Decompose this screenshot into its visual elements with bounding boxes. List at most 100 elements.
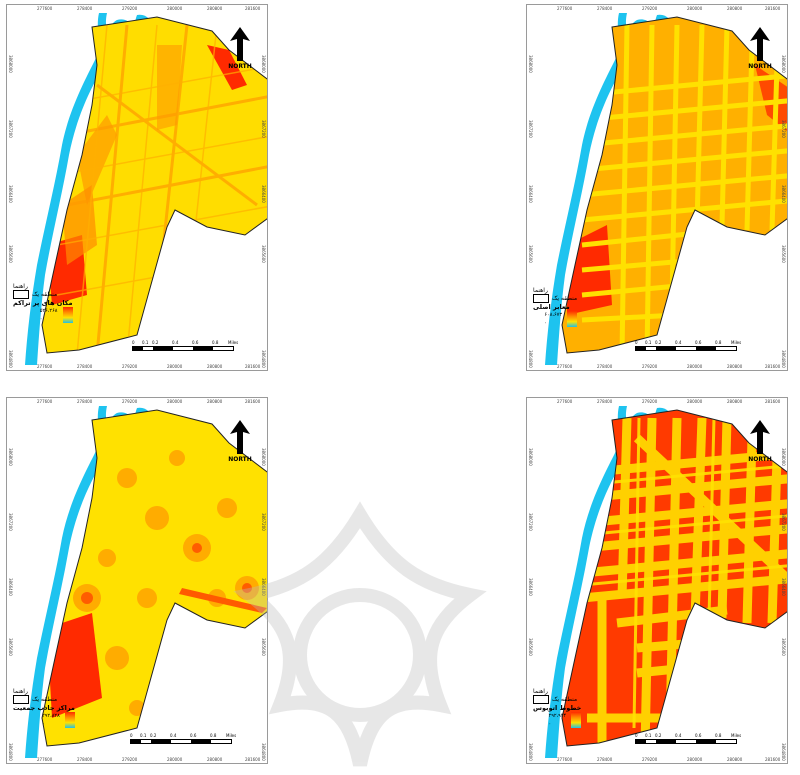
legend-region-label: منطقه یک <box>552 696 578 703</box>
tick-label: 277600 <box>557 364 573 369</box>
scale-label: 0.8 <box>715 340 722 345</box>
scale-label: Miles <box>731 733 742 738</box>
tick-label: 280000 <box>167 757 183 762</box>
value-low: ۰ <box>544 320 548 326</box>
tick-label: 3868000 <box>528 55 533 73</box>
map-panel-dense-places: 277600 278400 279200 280000 280800 28160… <box>6 4 268 371</box>
tick-label: 278400 <box>597 6 613 11</box>
region-swatch <box>13 695 29 704</box>
region-swatch <box>13 290 29 299</box>
scale-label: 0.4 <box>172 340 179 345</box>
scale-label: 0.2 <box>655 733 662 738</box>
tick-label: 3865600 <box>781 245 786 263</box>
scale-bar: 0 0.1 0.2 0.4 0.6 0.8 Miles <box>635 340 745 356</box>
tick-label: 279200 <box>642 399 658 404</box>
scale-label: 0.1 <box>645 340 652 345</box>
scale-label: 0 <box>132 340 135 345</box>
map-panel-attraction-centers: 277600 278400 279200 280000 280800 28160… <box>6 397 268 764</box>
value-low: ۰ <box>39 316 43 322</box>
tick-label: 280800 <box>727 399 743 404</box>
tick-label: 3865600 <box>528 245 533 263</box>
scale-bar: 0 0.1 0.2 0.4 0.6 0.8 Miles <box>132 340 242 356</box>
legend-header: راهنما <box>533 287 548 294</box>
tick-label: 3865600 <box>781 638 786 656</box>
tick-label: 3867200 <box>528 513 533 531</box>
north-arrow: NORTH <box>745 420 775 463</box>
color-ramp <box>62 307 73 323</box>
tick-label: 3866400 <box>781 185 786 203</box>
value-high: ۶۰۸،۶۷۳ <box>544 312 563 318</box>
tick-label: 281600 <box>765 364 781 369</box>
tick-label: 279200 <box>642 6 658 11</box>
scale-label: 0.6 <box>695 340 702 345</box>
tick-label: 281600 <box>245 6 261 11</box>
scale-bar: 0 0.1 0.2 0.4 0.6 0.8 Miles <box>130 733 240 749</box>
legend-header: راهنما <box>13 283 28 290</box>
scale-label: 0.8 <box>210 733 217 738</box>
tick-label: 3866400 <box>781 578 786 596</box>
tick-label: 3867200 <box>261 120 266 138</box>
legend: راهنما منطقه یک مکان های پر تراکم ۵۲۶،۲۶… <box>13 283 73 326</box>
map-canvas <box>545 406 787 758</box>
tick-label: 3868000 <box>261 448 266 466</box>
legend-region-label: منطقه یک <box>32 696 58 703</box>
tick-label: 277600 <box>557 6 573 11</box>
tick-label: 3864800 <box>8 743 13 761</box>
tick-label: 280800 <box>727 757 743 762</box>
north-arrow-icon <box>750 27 770 61</box>
tick-label: 278400 <box>77 399 93 404</box>
tick-label: 278400 <box>77 6 93 11</box>
north-label: NORTH <box>228 456 252 463</box>
tick-label: 280000 <box>167 6 183 11</box>
tick-label: 3866400 <box>261 185 266 203</box>
tick-label: 3866400 <box>8 185 13 203</box>
tick-label: 277600 <box>37 6 53 11</box>
tick-label: 3868000 <box>781 448 786 466</box>
tick-label: 279200 <box>122 399 138 404</box>
tick-label: 281600 <box>765 399 781 404</box>
tick-label: 3867200 <box>781 120 786 138</box>
tick-label: 280000 <box>167 364 183 369</box>
tick-label: 278400 <box>77 757 93 762</box>
tick-label: 280800 <box>207 757 223 762</box>
scale-label: 0.4 <box>675 733 682 738</box>
tick-label: 3866400 <box>528 578 533 596</box>
scale-label: 0.2 <box>152 340 159 345</box>
tick-label: 280800 <box>727 6 743 11</box>
scale-label: 0.2 <box>150 733 157 738</box>
scale-label: 0.6 <box>192 340 199 345</box>
tick-label: 3868000 <box>8 448 13 466</box>
map-panel-main-roads: 277600 278400 279200 280000 280800 28160… <box>526 4 788 371</box>
value-high: ۲۹۲،۸۲۸ <box>42 713 60 719</box>
tick-label: 3864800 <box>8 350 13 368</box>
tick-label: 278400 <box>597 364 613 369</box>
value-high: ۲۹۲،۹۴۴ <box>548 713 567 719</box>
north-arrow-icon <box>750 420 770 454</box>
tick-label: 279200 <box>642 757 658 762</box>
tick-label: 3865600 <box>528 638 533 656</box>
tick-label: 280800 <box>207 364 223 369</box>
tick-label: 280800 <box>207 6 223 11</box>
legend-region-label: منطقه یک <box>32 291 58 298</box>
north-arrow-icon <box>230 27 250 61</box>
tick-label: 279200 <box>122 757 138 762</box>
layer-name: خطوط اتوبوس <box>533 704 582 712</box>
tick-label: 3867200 <box>8 513 13 531</box>
scale-label: 0.2 <box>655 340 662 345</box>
tick-label: 278400 <box>77 364 93 369</box>
color-ramp <box>64 712 75 728</box>
tick-label: 3867200 <box>261 513 266 531</box>
tick-label: 3866400 <box>528 185 533 203</box>
scale-label: 0.6 <box>190 733 197 738</box>
tick-label: 3868000 <box>8 55 13 73</box>
tick-label: 277600 <box>557 757 573 762</box>
color-ramp <box>571 712 582 728</box>
tick-label: 277600 <box>37 364 53 369</box>
layer-name: معابر اصلی <box>533 303 570 311</box>
scale-label: 0.8 <box>212 340 219 345</box>
tick-label: 3864800 <box>781 743 786 761</box>
tick-label: 3865600 <box>8 245 13 263</box>
map-canvas <box>25 13 267 365</box>
tick-label: 278400 <box>597 399 613 404</box>
tick-label: 281600 <box>765 757 781 762</box>
